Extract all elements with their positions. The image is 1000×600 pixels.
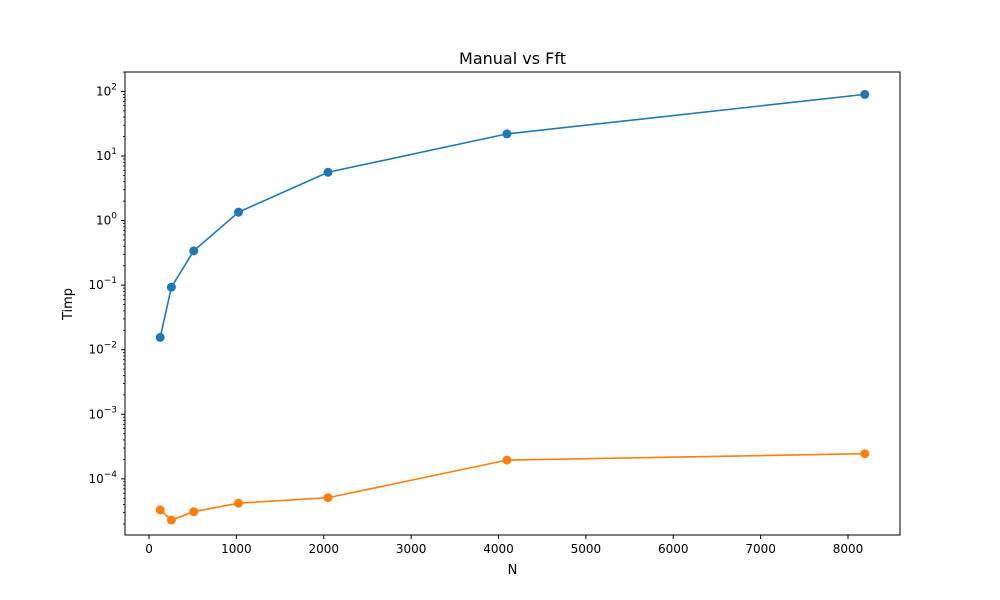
y-tick-exponent: −1 xyxy=(104,276,117,286)
chart-title: Manual vs Fft xyxy=(459,49,566,68)
y-tick-exponent: 2 xyxy=(111,82,117,92)
y-tick-base: 10 xyxy=(88,343,103,357)
x-tick-label: 3000 xyxy=(396,542,427,556)
data-point xyxy=(166,515,176,525)
y-tick-base: 10 xyxy=(96,214,111,228)
y-tick-base: 10 xyxy=(96,84,111,98)
x-tick-label: 8000 xyxy=(833,542,864,556)
data-point xyxy=(189,246,199,256)
y-tick-label: 102 xyxy=(96,82,117,98)
data-point xyxy=(860,89,870,99)
data-point xyxy=(502,129,512,139)
data-point xyxy=(860,449,870,459)
x-tick-label: 5000 xyxy=(571,542,602,556)
plot-area: 0 1000 2000 3000 4000 5000 6000 7000 800010−410−… xyxy=(88,71,901,556)
axes-frame xyxy=(124,71,901,536)
x-tick-label: 7000 xyxy=(745,542,776,556)
x-tick-label: 0 xyxy=(145,542,153,556)
y-tick-label: 101 xyxy=(96,147,117,163)
x-tick-label: 4000 xyxy=(483,542,514,556)
data-point xyxy=(233,498,243,508)
y-tick-exponent: −2 xyxy=(104,341,117,351)
y-axis-title: Timp xyxy=(61,288,76,321)
y-tick-label: 100 xyxy=(96,212,117,228)
data-point xyxy=(189,507,199,517)
y-tick-label: 10−4 xyxy=(88,470,117,486)
y-tick-label: 10−3 xyxy=(88,405,117,421)
y-tick-label: 10−2 xyxy=(88,341,117,357)
y-tick-exponent: −4 xyxy=(104,470,118,480)
y-tick-base: 10 xyxy=(88,407,103,421)
y-tick-base: 10 xyxy=(88,472,103,486)
y-tick-label: 10−1 xyxy=(88,276,117,292)
data-point xyxy=(323,493,333,503)
y-tick-base: 10 xyxy=(96,149,111,163)
data-point xyxy=(166,282,176,292)
y-tick-exponent: 1 xyxy=(111,147,117,157)
y-tick-exponent: 0 xyxy=(111,212,117,222)
x-tick-label: 2000 xyxy=(309,542,340,556)
x-axis-title: N xyxy=(508,563,518,578)
data-point xyxy=(233,207,243,217)
data-point xyxy=(155,505,165,515)
data-point xyxy=(502,455,512,465)
x-tick-label: 1000 xyxy=(221,542,252,556)
y-tick-base: 10 xyxy=(88,278,103,292)
y-tick-exponent: −3 xyxy=(104,405,117,415)
data-point xyxy=(155,332,165,342)
data-point xyxy=(323,167,333,177)
x-tick-label: 6000 xyxy=(658,542,689,556)
